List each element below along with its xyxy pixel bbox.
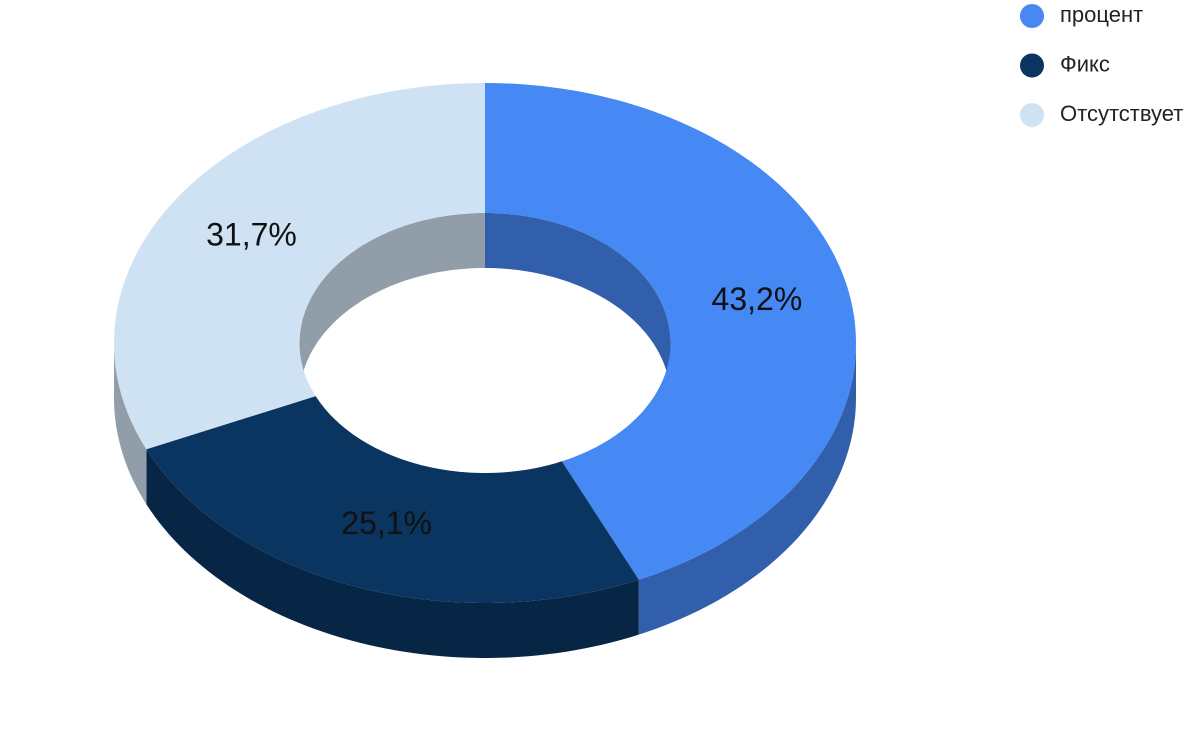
slice-label: 25,1% — [341, 505, 432, 541]
slice-label: 31,7% — [206, 216, 297, 252]
legend-swatch — [1020, 4, 1044, 28]
legend-label: Фикс — [1060, 51, 1110, 76]
slice-side — [146, 449, 639, 658]
slice — [485, 83, 856, 580]
legend-label: Отсутствует — [1060, 101, 1183, 126]
legend-label: процент — [1060, 2, 1143, 27]
slice-side — [638, 343, 856, 635]
legend: процент Фикс Отсутствует — [1020, 2, 1183, 127]
slice-label: 43,2% — [712, 281, 803, 317]
labels: 43,2% 25,1% 31,7% — [206, 216, 802, 540]
walls — [114, 213, 856, 658]
slice-inner-side — [299, 213, 485, 398]
legend-swatch — [1020, 53, 1044, 78]
slice — [114, 83, 485, 450]
slice-side — [114, 343, 147, 505]
legend-swatch — [1020, 103, 1044, 127]
slice — [146, 396, 639, 603]
slice-inner-side — [485, 213, 671, 398]
faces — [114, 83, 856, 603]
